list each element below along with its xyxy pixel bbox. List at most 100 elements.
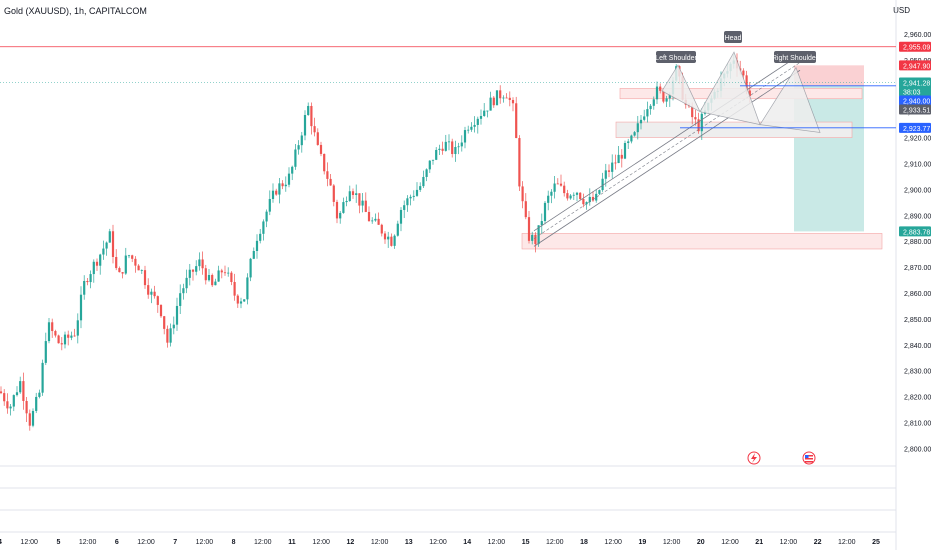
candle-body xyxy=(339,212,342,219)
candle-body xyxy=(547,195,550,203)
x-tick-label: 15 xyxy=(522,539,530,546)
trendline-lower xyxy=(533,69,801,247)
head-label[interactable]: Head xyxy=(724,31,742,43)
x-tick-label: 20 xyxy=(697,539,705,546)
candle-body xyxy=(457,146,460,148)
y-tick-label: 2,830.00 xyxy=(904,369,931,376)
candle-body xyxy=(479,115,483,119)
demand-zone xyxy=(521,233,883,250)
price-label-badge xyxy=(899,226,931,237)
x-tick-label: 6 xyxy=(115,539,119,546)
x-tick-label: 12:00 xyxy=(604,539,622,546)
chart-title: Gold (XAUUSD), 1h, CAPITALCOM xyxy=(4,6,147,16)
price-label-badge xyxy=(899,122,931,133)
candle-body xyxy=(217,270,220,282)
candle-body xyxy=(86,280,89,283)
candle-body xyxy=(668,94,671,99)
candle-body xyxy=(163,316,166,329)
candle-body xyxy=(351,191,355,195)
candle-body xyxy=(150,291,153,295)
x-tick-label: 19 xyxy=(639,539,647,546)
candle-body xyxy=(601,178,604,191)
candle-body xyxy=(195,266,198,272)
x-tick-label: 12:00 xyxy=(838,539,856,546)
candle-body xyxy=(310,105,313,127)
candle-body xyxy=(390,236,393,246)
candle-body xyxy=(275,190,278,195)
candle-body xyxy=(425,169,428,177)
candle-body xyxy=(307,105,310,116)
candle-body xyxy=(745,75,748,91)
candle-body xyxy=(191,269,195,272)
x-tick-label: 12:00 xyxy=(546,539,564,546)
candle-body xyxy=(147,285,150,295)
candle-body xyxy=(652,99,655,106)
candle-body xyxy=(201,259,204,269)
y-tick-label: 2,820.00 xyxy=(904,395,931,402)
left-shoulder-label[interactable]: Left Shoulder xyxy=(655,51,697,63)
price-label-badge xyxy=(899,86,931,97)
lightning-event-icon[interactable] xyxy=(747,451,761,465)
candle-body xyxy=(297,145,300,150)
candle-body xyxy=(579,192,582,200)
candle-body xyxy=(447,141,451,143)
candle-body xyxy=(51,322,54,332)
head-and-shoulders-pattern xyxy=(661,51,821,133)
candle-body xyxy=(415,189,419,196)
candle-body xyxy=(175,305,179,325)
candle-body xyxy=(300,135,303,146)
price-label-text: 38:03 xyxy=(903,89,921,96)
candle-body xyxy=(742,70,745,76)
candle-body xyxy=(460,142,463,147)
head-text: Head xyxy=(725,35,742,42)
x-tick-label: 11 xyxy=(288,539,296,546)
candle-body xyxy=(412,195,415,197)
x-tick-label: 12:00 xyxy=(20,539,38,546)
candle-body xyxy=(316,132,319,145)
candle-body xyxy=(435,149,438,160)
candle-body xyxy=(118,268,121,273)
x-tick-label: 12:00 xyxy=(663,539,681,546)
x-tick-label: 12:00 xyxy=(137,539,155,546)
candle-body xyxy=(470,126,473,130)
price-label-badge xyxy=(899,60,931,71)
price-label-text: 2,941.28 xyxy=(903,80,930,87)
candle-body xyxy=(399,209,403,224)
x-tick-label: 13 xyxy=(405,539,413,546)
x-tick-label: 8 xyxy=(232,539,236,546)
candle-body xyxy=(44,341,47,363)
candle-body xyxy=(566,193,569,199)
candle-body xyxy=(105,242,108,249)
candle-body xyxy=(83,280,86,295)
candle-body xyxy=(3,393,6,402)
candle-body xyxy=(451,141,454,155)
currency-label[interactable]: USD xyxy=(893,6,910,15)
candle-body xyxy=(355,193,358,195)
candle-body xyxy=(6,401,9,409)
x-tick-label: 4 xyxy=(0,539,2,546)
x-tick-label: 12:00 xyxy=(312,539,330,546)
candle-body xyxy=(265,211,268,222)
candle-body xyxy=(511,99,515,104)
price-label-text: 2,947.90 xyxy=(903,63,930,70)
x-tick-label: 21 xyxy=(755,539,763,546)
us-flag-event-icon[interactable] xyxy=(802,451,816,465)
candle-body xyxy=(67,334,70,338)
candle-body xyxy=(639,119,643,124)
candle-body xyxy=(697,119,700,132)
y-tick-label: 2,850.00 xyxy=(904,317,931,324)
x-tick-label: 12:00 xyxy=(196,539,214,546)
trendline-mid xyxy=(533,62,801,239)
candle-body xyxy=(54,331,57,336)
candle-body xyxy=(646,109,649,117)
candle-body xyxy=(454,147,457,155)
candle-body xyxy=(524,201,527,218)
candle-body xyxy=(291,166,294,174)
right-shoulder-label[interactable]: Right Shoulder xyxy=(772,51,819,63)
candle-body xyxy=(617,154,620,164)
candle-body xyxy=(540,221,543,226)
candle-body xyxy=(137,265,140,271)
y-tick-label: 2,800.00 xyxy=(904,446,931,453)
candle-body xyxy=(492,97,495,106)
